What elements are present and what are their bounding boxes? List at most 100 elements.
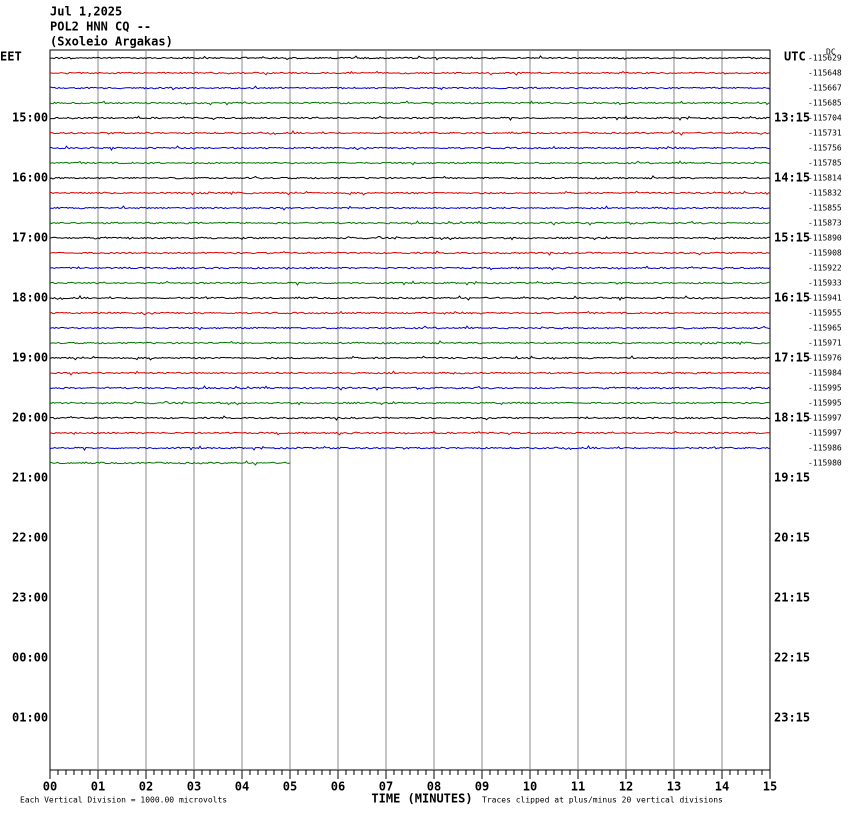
trace [50,85,771,91]
x-tick-label: 06 [331,780,345,794]
right-hour-label: 20:15 [774,531,810,545]
trace [49,145,771,152]
header-line: (Sxoleio Argakas) [50,35,173,49]
left-hour-label: 00:00 [12,651,48,665]
x-tick-label: 10 [523,780,537,794]
dc-offset: -115704 [808,114,842,123]
dc-offset: -115984 [808,369,842,378]
right-hour-label: 18:15 [774,411,810,425]
dc-offset: -115933 [808,279,842,288]
dc-offset: -115629 [808,54,842,63]
x-tick-label: 03 [187,780,201,794]
dc-offset: -115832 [808,189,842,198]
trace [49,100,770,106]
x-tick-label: 12 [619,780,633,794]
trace [49,430,771,436]
trace [49,115,771,121]
right-hour-label: 19:15 [774,471,810,485]
x-tick-label: 07 [379,780,393,794]
trace [50,205,771,211]
x-tick-label: 14 [715,780,729,794]
dc-offset: -115922 [808,264,842,273]
right-hour-label: 14:15 [774,171,810,185]
x-tick-label: 01 [91,780,105,794]
x-tick-label: 02 [139,780,153,794]
left-hour-label: 23:00 [12,591,48,605]
dc-offset: -115648 [808,69,842,78]
dc-offset: -115955 [808,309,842,318]
dc-offset: -115980 [808,459,842,468]
dc-offset: -115995 [808,384,842,393]
dc-offset: -115976 [808,354,842,363]
dc-offset: -115785 [808,159,842,168]
trace [49,355,771,361]
dc-offset: -115855 [808,204,842,213]
trace [49,340,771,346]
right-title: UTC [784,50,806,64]
trace [49,280,770,286]
dc-offset: -115995 [808,399,842,408]
trace [49,235,771,241]
left-hour-label: 15:00 [12,111,48,125]
header-line: POL2 HNN CQ -- [50,20,151,34]
left-hour-label: 22:00 [12,531,48,545]
header-line: Jul 1,2025 [50,5,122,19]
trace [49,385,771,391]
right-hour-label: 15:15 [774,231,810,245]
trace [49,460,291,466]
dc-offset: -115971 [808,339,842,348]
dc-offset: -115814 [808,174,842,183]
dc-offset: -115685 [808,99,842,108]
left-hour-label: 16:00 [12,171,48,185]
left-hour-label: 18:00 [12,291,48,305]
left-hour-label: 21:00 [12,471,48,485]
trace [49,310,771,316]
dc-offset: -115756 [808,144,842,153]
left-hour-label: 19:00 [12,351,48,365]
x-tick-label: 13 [667,780,681,794]
x-tick-label: 11 [571,780,585,794]
x-tick-label: 15 [763,780,777,794]
trace [49,265,771,271]
left-hour-label: 20:00 [12,411,48,425]
trace [49,160,771,166]
right-hour-label: 13:15 [774,111,810,125]
left-hour-label: 17:00 [12,231,48,245]
dc-offset: -115731 [808,129,842,138]
dc-offset: -115997 [808,429,842,438]
footer-left: Each Vertical Division = 1000.00 microvo… [20,796,227,805]
trace [49,250,771,256]
x-axis-title: TIME (MINUTES) [371,792,472,806]
dc-offset: -115965 [808,324,842,333]
right-hour-label: 22:15 [774,651,810,665]
trace [49,130,771,136]
trace [49,400,771,406]
x-tick-label: 04 [235,780,249,794]
trace [49,190,771,196]
dc-title: DC [826,48,836,57]
trace [49,220,771,226]
dc-offset: -115908 [808,249,842,258]
trace [49,175,771,180]
dc-offset: -115986 [808,444,842,453]
x-tick-label: 09 [475,780,489,794]
trace [50,295,771,302]
x-tick-label: 05 [283,780,297,794]
right-hour-label: 16:15 [774,291,810,305]
dc-offset: -115890 [808,234,842,243]
left-title: EET [0,50,22,64]
trace [49,325,771,331]
x-tick-label: 00 [43,780,57,794]
right-hour-label: 21:15 [774,591,810,605]
dc-offset: -115873 [808,219,842,228]
trace [49,370,771,376]
right-hour-label: 23:15 [774,711,810,725]
dc-offset: -115997 [808,414,842,423]
x-tick-label: 08 [427,780,441,794]
trace [49,70,771,76]
left-hour-label: 01:00 [12,711,48,725]
trace [49,415,770,421]
right-hour-label: 17:15 [774,351,810,365]
